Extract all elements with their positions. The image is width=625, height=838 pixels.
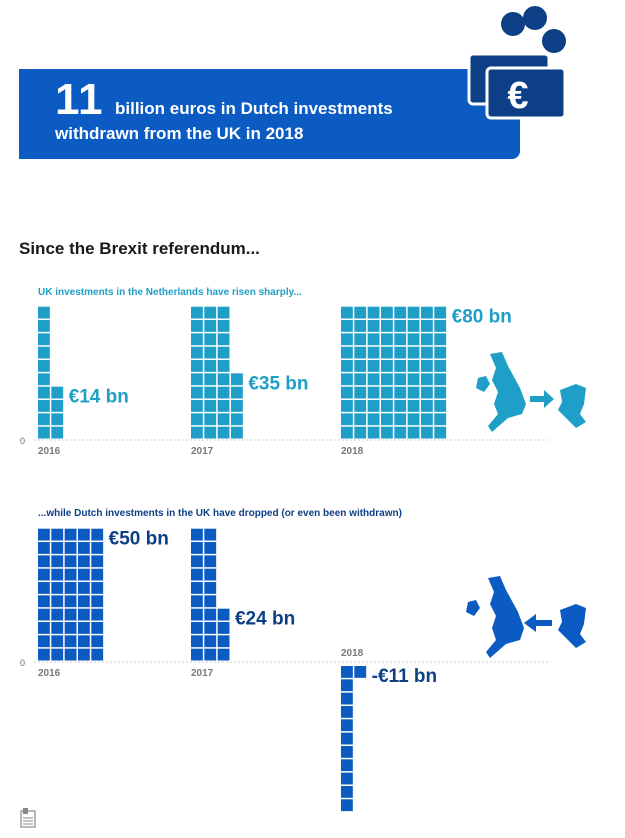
chart1-value-label-2018: €80 bn (452, 307, 512, 328)
chart2-bar-2017 (191, 528, 230, 661)
chart2-category-label-2018: 2018 (341, 648, 364, 659)
chart2-bar-2018 (341, 666, 367, 812)
chart2-value-label-2018: -€11 bn (372, 666, 437, 687)
chart1-value-label-2016: €14 bn (69, 387, 129, 408)
headline-line-2: withdrawn from the UK in 2018 (55, 124, 304, 143)
chart2-category-label-2017: 2017 (191, 668, 214, 679)
chart1-title: UK investments in the Netherlands have r… (38, 287, 302, 298)
headline-banner: 11 billion euros in Dutch investments wi… (19, 69, 520, 159)
chart1-value-label-2017: €35 bn (248, 373, 308, 394)
chart1-bar-2018 (341, 306, 447, 439)
headline-line-1: billion euros in Dutch investments (115, 99, 393, 118)
chart2-title: ...while Dutch investments in the UK hav… (38, 508, 402, 519)
netherlands-to-uk-map-icon (466, 576, 586, 658)
svg-text:€: € (507, 75, 528, 117)
section-heading: Since the Brexit referendum... (19, 239, 260, 258)
chart2-zero-label: 0 (20, 658, 25, 668)
chart2-value-label-2017: €24 bn (235, 609, 295, 630)
publisher-logo-icon (20, 808, 36, 828)
chart1-category-label-2018: 2018 (341, 446, 364, 457)
chart2-category-label-2016: 2016 (38, 668, 61, 679)
chart2-value-label-2016: €50 bn (109, 529, 169, 550)
chart1-zero-label: 0 (20, 436, 25, 446)
euro-banknote-coins-icon: € (467, 6, 567, 120)
chart1-bar-2017 (191, 306, 243, 439)
chart1-category-label-2017: 2017 (191, 446, 214, 457)
uk-to-netherlands-map-icon (476, 352, 586, 432)
chart1-bar-2016 (38, 306, 64, 439)
headline-number: 11 (55, 75, 104, 124)
chart2-bar-2016 (38, 528, 104, 661)
chart1-category-label-2016: 2016 (38, 446, 61, 457)
